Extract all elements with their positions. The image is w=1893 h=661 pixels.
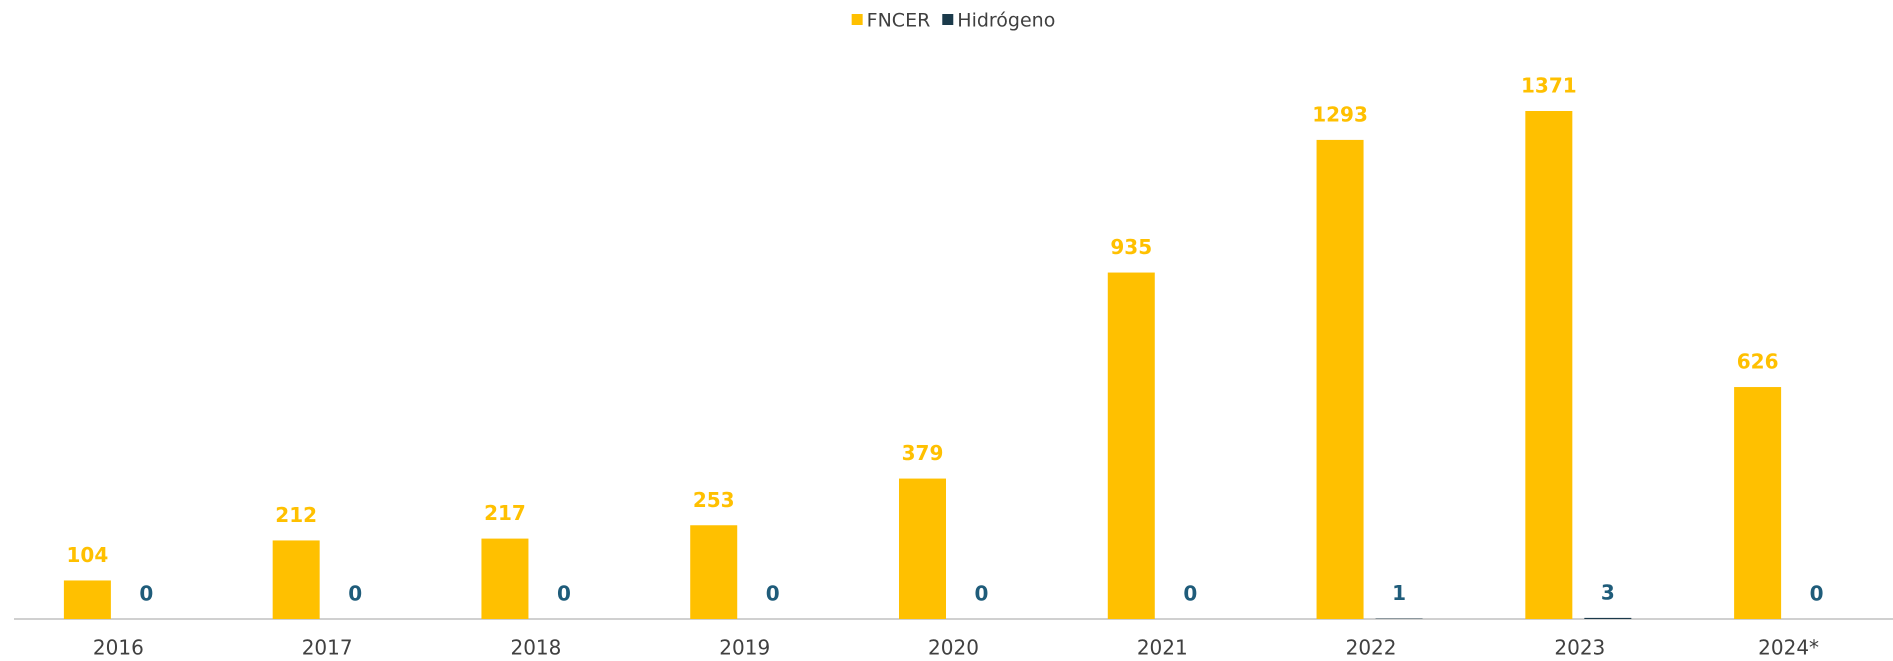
value-label: 0: [557, 582, 571, 606]
x-tick-label: 2016: [93, 636, 144, 660]
x-tick-label: 2017: [302, 636, 353, 660]
value-label: 212: [275, 503, 317, 527]
value-label: 0: [766, 582, 780, 606]
value-label: 1293: [1312, 102, 1368, 126]
x-tick-label: 2018: [510, 636, 561, 660]
bar: [1734, 387, 1782, 619]
value-label: 1371: [1521, 74, 1577, 98]
legend-label: FNCER: [867, 10, 931, 32]
x-tick-label: 2023: [1554, 636, 1605, 660]
x-tick-label: 2024*: [1758, 636, 1819, 660]
value-label: 379: [902, 441, 944, 465]
x-tick-label: 2019: [719, 636, 770, 660]
value-label: 253: [693, 488, 735, 512]
x-tick-label: 2022: [1346, 636, 1397, 660]
legend-label: Hidrógeno: [957, 10, 1055, 32]
bar: [1584, 617, 1632, 619]
value-label: 1: [1392, 581, 1406, 605]
value-label: 0: [1183, 582, 1197, 606]
bar: [1316, 139, 1364, 619]
bar: [899, 478, 946, 619]
bar: [1107, 272, 1155, 619]
value-label: 935: [1110, 235, 1152, 259]
legend-swatch: [851, 14, 863, 25]
legend-swatch: [942, 14, 954, 25]
value-label: 0: [1810, 582, 1824, 606]
value-label: 0: [139, 582, 153, 606]
bar: [1525, 111, 1573, 619]
bar: [272, 540, 320, 619]
value-label: 217: [484, 501, 526, 525]
value-label: 626: [1737, 350, 1779, 374]
x-tick-label: 2021: [1137, 636, 1188, 660]
x-tick-label: 2020: [928, 636, 979, 660]
value-label: 0: [348, 582, 362, 606]
bar: [690, 525, 738, 619]
value-label: 0: [975, 582, 989, 606]
value-label: 104: [67, 543, 109, 567]
value-label: 3: [1601, 580, 1615, 604]
bar: [481, 538, 529, 619]
bar: [63, 580, 111, 619]
